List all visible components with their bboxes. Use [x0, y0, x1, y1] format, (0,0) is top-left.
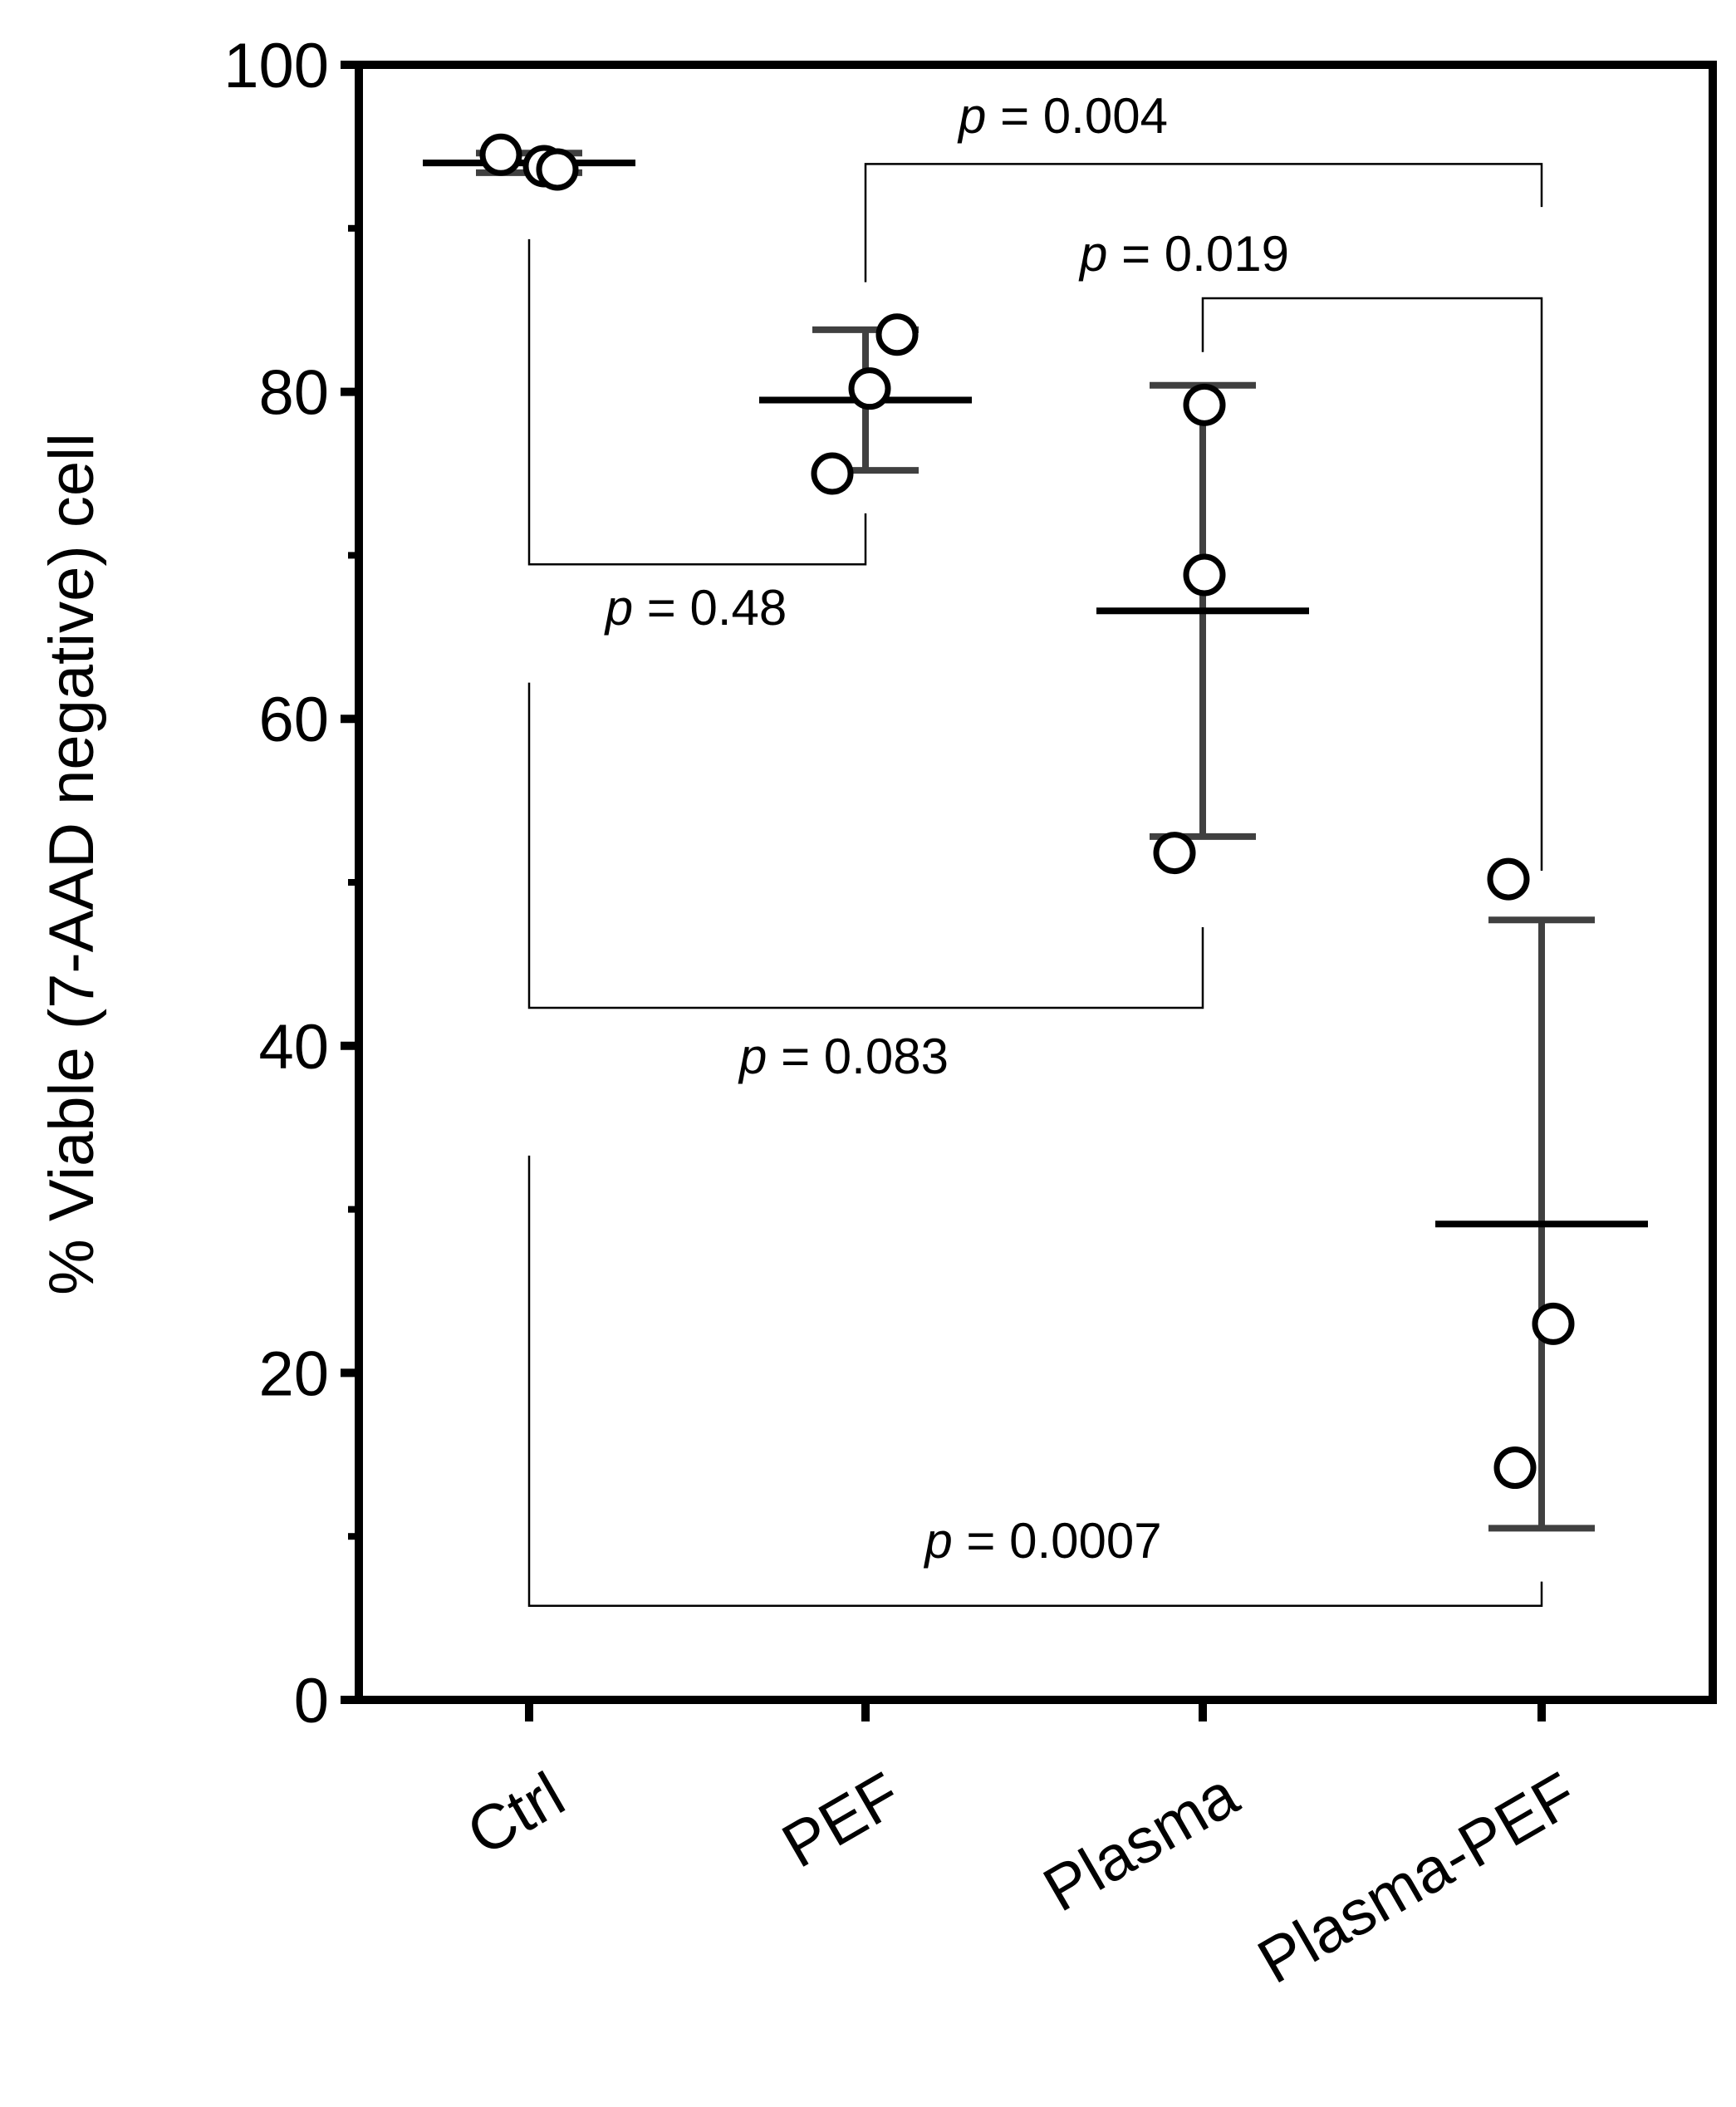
mean-lines-layer: [423, 160, 1648, 1228]
data-point: [536, 148, 579, 191]
comparison-bracket: [527, 238, 867, 566]
x-category-label: Plasma: [1032, 1759, 1251, 1926]
comparison-bracket: [1201, 297, 1543, 872]
comparison-bracket: [527, 1155, 1543, 1607]
data-point: [848, 367, 891, 410]
data-point: [1532, 1302, 1575, 1345]
p-value-symbol: p: [604, 580, 633, 636]
data-point: [875, 313, 919, 356]
p-value-label: p = 0.48: [604, 580, 787, 636]
x-category-label: Plasma-PEF: [1247, 1759, 1589, 1997]
p-value-symbol: p: [738, 1029, 767, 1084]
data-points-layer: [479, 133, 1575, 1490]
y-ticks-layer: 0 20 40 60 80 100: [223, 31, 359, 1736]
p-value-text: = 0.48: [633, 580, 787, 636]
p-value-label: p = 0.004: [957, 88, 1168, 144]
p-value-label: p = 0.0007: [923, 1513, 1161, 1569]
data-point: [1183, 553, 1226, 597]
data-point: [1153, 832, 1196, 875]
p-value-text: = 0.004: [986, 88, 1168, 144]
p-value-text: = 0.019: [1107, 226, 1289, 282]
p-value-label: p = 0.019: [1078, 226, 1289, 282]
y-tick-label: 80: [258, 358, 329, 429]
y-tick-label: 100: [223, 31, 329, 101]
data-point: [1487, 857, 1530, 901]
x-category-label: PEF: [771, 1759, 913, 1882]
p-value-text: = 0.083: [767, 1029, 949, 1084]
y-tick-label: 0: [294, 1666, 329, 1736]
data-point: [811, 452, 854, 495]
data-point: [1493, 1446, 1537, 1490]
p-value-symbol: p: [1078, 226, 1107, 282]
y-axis-title: % Viable (7-AAD negative) cell: [37, 433, 107, 1295]
y-tick-label: 40: [258, 1012, 329, 1083]
y-tick-label: 20: [258, 1338, 329, 1409]
y-tick-label: 60: [258, 685, 329, 755]
error-bars-layer: [476, 150, 1595, 1532]
x-category-label: Ctrl: [456, 1759, 576, 1869]
data-point: [479, 133, 522, 176]
p-value-text: = 0.0007: [953, 1513, 1162, 1569]
p-value-label: p = 0.083: [738, 1029, 949, 1084]
comparison-bracket: [527, 682, 1204, 1009]
p-value-symbol: p: [923, 1513, 952, 1569]
p-value-symbol: p: [957, 88, 986, 144]
comparison-bracket: [864, 163, 1543, 282]
data-point: [1183, 383, 1226, 426]
